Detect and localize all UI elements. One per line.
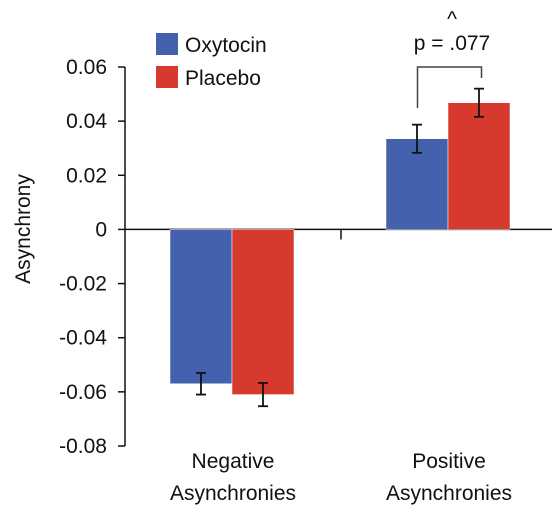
annotation-symbol: ^: [447, 8, 457, 31]
y-tick-label: -0.04: [59, 327, 107, 350]
category-label-negative-line1: Negative: [192, 450, 275, 473]
significance-bracket: [416, 66, 483, 108]
bar-placebo-0: [231, 229, 295, 395]
annotation-p-value: p = .077: [414, 32, 490, 55]
significance-annotation: ^ p = .077: [414, 8, 490, 108]
y-tick-label: 0.06: [66, 56, 107, 79]
category-label-positive-line1: Positive: [412, 450, 486, 473]
legend: Oxytocin Placebo: [156, 33, 267, 90]
legend-swatch-oxytocin: [156, 33, 178, 55]
category-label-positive-line2: Asynchronies: [386, 482, 512, 505]
legend-label-oxytocin: Oxytocin: [185, 34, 267, 57]
category-label-negative-line2: Asynchronies: [170, 482, 296, 505]
y-axis-title: Asynchrony: [12, 174, 35, 284]
legend-swatch-placebo: [156, 66, 178, 88]
category-labels: Negative Asynchronies Positive Asynchron…: [170, 450, 512, 505]
bar-placebo-1: [447, 102, 511, 230]
y-tick-label: -0.06: [59, 381, 107, 404]
legend-label-placebo: Placebo: [185, 67, 261, 90]
y-tick-label: -0.08: [59, 435, 107, 458]
y-tick-label: -0.02: [59, 273, 107, 296]
bar-oxytocin-1: [385, 138, 449, 230]
bar-oxytocin-0: [169, 229, 233, 384]
axes: 0.06 0.04 0.02 0 -0.02 -0.04 -0.06 -0.08: [59, 56, 552, 458]
y-tick-label: 0.02: [66, 164, 107, 187]
bars-group: [169, 87, 511, 408]
y-tick-label: 0: [95, 218, 107, 241]
y-tick-label: 0.04: [66, 110, 107, 133]
